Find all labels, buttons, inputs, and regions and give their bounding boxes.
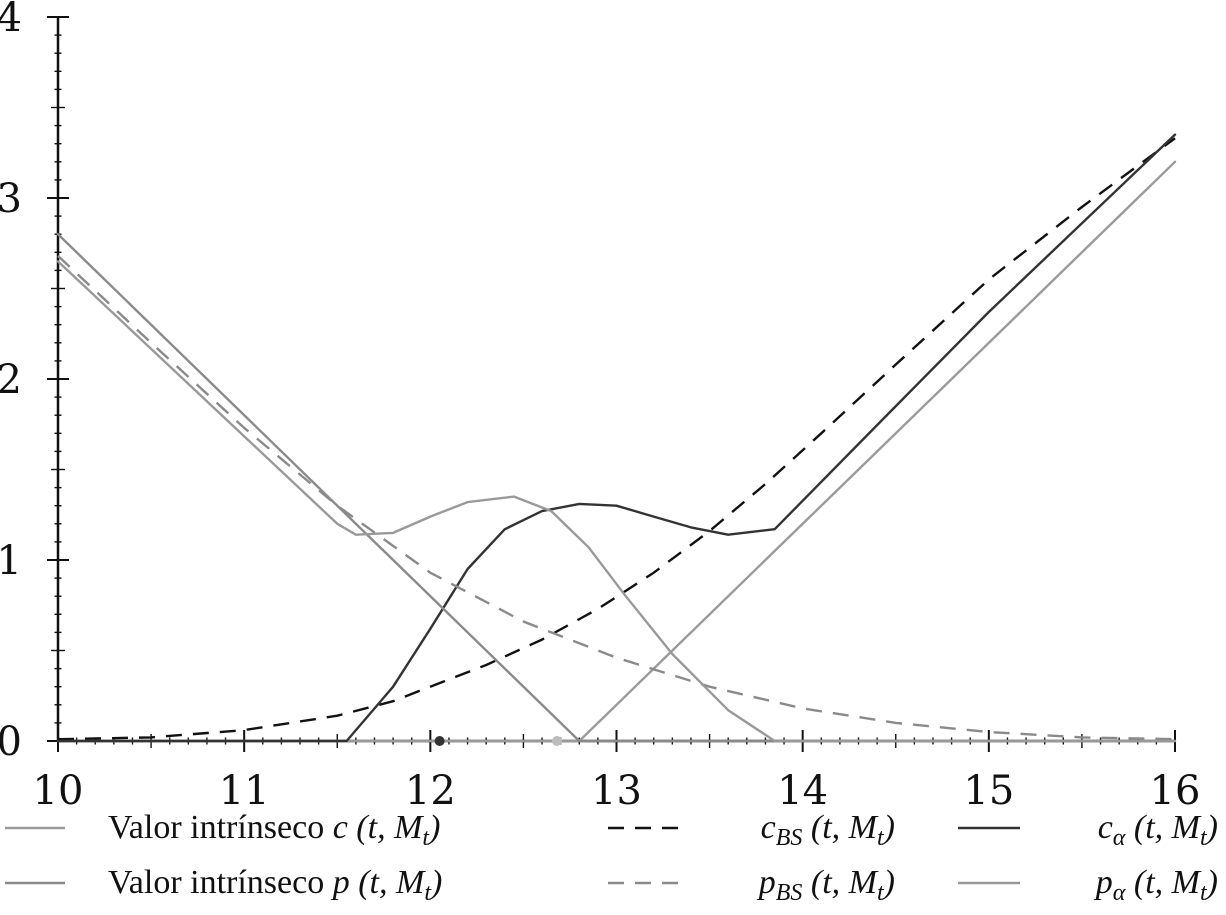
series-layer xyxy=(56,133,1177,743)
x-tick-label: 11 xyxy=(219,768,270,814)
marker-point-marker-dark xyxy=(434,736,445,746)
x-tick-label: 16 xyxy=(1150,768,1201,814)
y-tick-label: 4 xyxy=(0,0,22,41)
series-line-bs-put xyxy=(57,255,1176,741)
legend: Valor intrínseco c (t, Mt) cBS (t, Mt) cα … xyxy=(5,809,1218,906)
series-line-alpha-call xyxy=(56,133,1177,743)
y-tick-label: 0 xyxy=(0,719,22,765)
marker-layer xyxy=(434,736,562,746)
legend-label-intrinsic-call: Valor intrínseco c (t, Mt) xyxy=(108,809,440,851)
legend-label-alpha-call: cα (t, Mt) xyxy=(1098,809,1218,851)
legend-label-bs-put: pBS (t, Mt) xyxy=(757,864,895,906)
x-tick-label: 15 xyxy=(963,768,1014,814)
series-line-intrinsic-put xyxy=(56,232,1177,743)
marker-point-marker-light xyxy=(551,736,562,746)
legend-label-alpha-put: pα (t, Mt) xyxy=(1094,864,1218,906)
y-tick-label: 1 xyxy=(0,538,22,584)
y-tick-label: 3 xyxy=(0,176,22,222)
x-tick-label: 13 xyxy=(591,768,642,814)
y-tick-label: 2 xyxy=(0,357,22,403)
axes xyxy=(56,17,1175,743)
series-line-bs-call xyxy=(57,137,1176,741)
x-tick-label: 10 xyxy=(33,768,84,814)
legend-label-intrinsic-put: Valor intrínseco p (t, Mt) xyxy=(108,864,442,906)
x-tick-label: 12 xyxy=(405,768,456,814)
axis-ticks xyxy=(47,16,1176,752)
series-line-intrinsic-call xyxy=(56,160,1177,743)
legend-label-bs-call: cBS (t, Mt) xyxy=(761,809,895,851)
x-tick-label: 14 xyxy=(777,768,828,814)
series-line-alpha-put xyxy=(56,260,1177,743)
